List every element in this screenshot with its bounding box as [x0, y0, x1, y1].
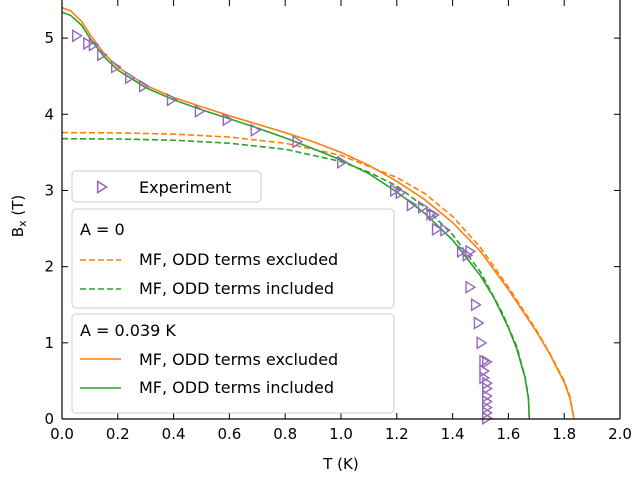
- experiment-point: [88, 38, 100, 52]
- experiment-point: [456, 244, 468, 259]
- legend-group-a039-title: A = 0.039 K: [80, 321, 176, 340]
- legend-group-a039: A = 0.039 K MF, ODD terms excluded MF, O…: [71, 313, 395, 414]
- y-tick-label: 0: [44, 410, 54, 428]
- experiment-point: [470, 297, 482, 312]
- legend-a0-included-label: MF, ODD terms included: [139, 279, 334, 298]
- axes: [61, 0, 621, 420]
- experiment-point: [166, 93, 178, 107]
- x-tick-label: 0.2: [106, 425, 130, 443]
- experiment-point: [482, 381, 493, 396]
- y-tick-label: 5: [44, 29, 54, 47]
- experiment-point: [337, 155, 348, 170]
- tick-labels: 0.0 0.2 0.4 0.6 0.8 1.0 1.2 1.4 1.6 1.8 2.0 0 1 2 3 4 5: [44, 29, 631, 443]
- experiment-points: [71, 29, 493, 426]
- x-tick-label: 0.0: [50, 425, 74, 443]
- experiment-point: [222, 112, 234, 127]
- experiment-point: [465, 280, 477, 294]
- experiment-point: [71, 29, 83, 43]
- experiment-point: [417, 200, 429, 214]
- experiment-point: [431, 222, 443, 237]
- experiment-point: [482, 355, 493, 369]
- x-tick-label: 2.0: [608, 425, 632, 443]
- x-tick-label: 1.2: [385, 425, 409, 443]
- y-axis-label: Bx (T): [9, 195, 29, 237]
- x-tick-label: 0.4: [162, 425, 186, 443]
- x-tick-label: 1.4: [441, 425, 465, 443]
- legend-group-a0-frame: [71, 208, 395, 309]
- legend-experiment-marker: [96, 180, 109, 194]
- experiment-point: [465, 244, 477, 259]
- y-tick-label: 3: [44, 181, 54, 199]
- legend-a0-excluded-label: MF, ODD terms excluded: [139, 250, 338, 269]
- y-tick-label: 1: [44, 334, 54, 352]
- experiment-point: [395, 185, 407, 200]
- legend-group-a0-title: A = 0: [80, 220, 125, 239]
- legend-group-a0: A = 0 MF, ODD terms excluded MF, ODD ter…: [71, 208, 395, 309]
- experiment-point: [194, 104, 206, 118]
- experiment-point: [479, 364, 491, 378]
- legend-experiment-label: Experiment: [139, 178, 231, 197]
- experiment-point: [473, 316, 485, 330]
- x-tick-label: 0.8: [273, 425, 297, 443]
- experiment-point: [406, 198, 418, 212]
- experiment-point: [390, 183, 401, 198]
- legend-group-a039-frame: [71, 313, 395, 414]
- legend-a039-included-label: MF, ODD terms included: [139, 378, 334, 397]
- experiment-point: [462, 248, 474, 262]
- y-tick-label: 4: [44, 105, 54, 123]
- legend-experiment: Experiment: [71, 170, 262, 203]
- experiment-point: [426, 207, 438, 221]
- experiment-point: [429, 208, 440, 222]
- x-axis-label: T (K): [322, 455, 358, 473]
- experiment-point: [292, 134, 304, 149]
- experiment-point: [111, 60, 122, 74]
- x-tick-label: 1.6: [496, 425, 520, 443]
- experiment-point: [440, 223, 452, 237]
- x-tick-label: 1.0: [329, 425, 353, 443]
- experiment-point: [250, 123, 262, 138]
- experiment-point: [479, 371, 491, 385]
- y-tick-label: 2: [44, 258, 54, 276]
- experiment-point: [482, 411, 493, 426]
- experiment-point: [124, 70, 136, 85]
- experiment-point: [83, 36, 94, 51]
- series-line-group0-0: [62, 131, 575, 419]
- experiment-point: [97, 48, 108, 62]
- legend-a039-excluded-label: MF, ODD terms excluded: [139, 350, 338, 369]
- x-tick-label: 0.6: [217, 425, 241, 443]
- x-tick-label: 1.8: [552, 425, 576, 443]
- experiment-point: [476, 336, 488, 350]
- experiment-point: [138, 79, 150, 93]
- experiment-point: [479, 354, 491, 368]
- legend-experiment-frame: [71, 170, 262, 203]
